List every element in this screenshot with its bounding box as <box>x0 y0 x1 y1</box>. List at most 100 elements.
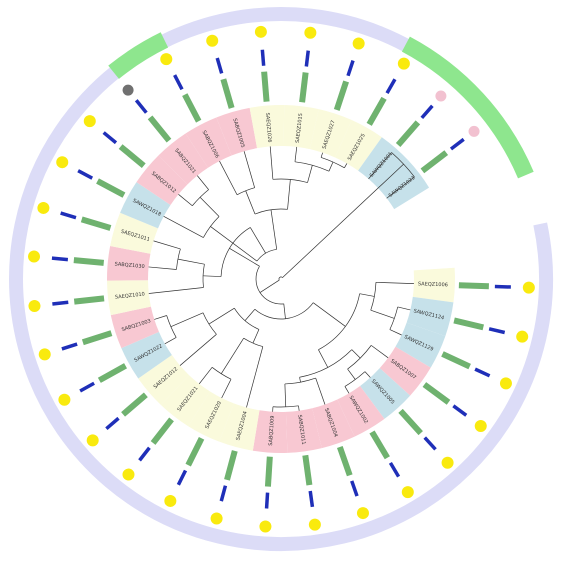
green-bar <box>420 150 449 174</box>
tree-branch <box>154 315 167 320</box>
blue-bar <box>385 78 397 94</box>
tree-branch <box>220 227 251 277</box>
yellow-dot <box>304 26 317 39</box>
yellow-dot <box>441 456 454 469</box>
tree-branch <box>170 312 204 328</box>
tree-branch <box>178 194 193 207</box>
yellow-dot <box>356 507 369 520</box>
blue-bar <box>138 446 151 462</box>
highlight-arc-right <box>401 36 534 179</box>
yellow-dot <box>28 299 41 312</box>
tree-branch <box>364 371 371 378</box>
dot-layer <box>28 25 535 533</box>
blue-bar <box>346 60 355 77</box>
tree-branch <box>389 329 402 336</box>
green-bar <box>220 78 235 109</box>
tree-branch <box>219 160 238 195</box>
clade-band <box>309 109 352 158</box>
tree-branch <box>320 152 323 158</box>
highlight-arc-top <box>108 32 169 79</box>
blue-bar <box>52 300 69 306</box>
green-bar <box>121 392 148 417</box>
tree-branch <box>246 346 264 408</box>
yellow-dot <box>474 419 487 432</box>
clade-band <box>158 133 209 185</box>
blue-bar <box>219 485 228 502</box>
tree-branch <box>283 303 286 319</box>
tree-branch <box>397 306 411 311</box>
leaf-label: SAEQZ1006 <box>418 281 448 288</box>
tree-branch <box>370 282 377 311</box>
clade-band <box>110 212 159 254</box>
green-bar <box>458 282 489 290</box>
clade-band <box>378 160 430 210</box>
tree-branch <box>229 247 260 267</box>
green-bar <box>118 144 146 168</box>
tree-branch <box>259 279 280 293</box>
clade-band <box>285 408 322 453</box>
clade-band <box>120 182 171 229</box>
tree-branch <box>370 309 395 319</box>
tree-branch <box>244 309 256 321</box>
blue-bar <box>134 99 148 114</box>
tree-branch <box>359 293 375 297</box>
tree-branch <box>318 293 360 351</box>
blue-bar <box>105 416 120 431</box>
tree-branch <box>197 175 209 190</box>
tree-branch <box>390 163 404 177</box>
yellow-dot <box>499 377 512 390</box>
tree-branch <box>386 176 415 199</box>
blue-bar <box>488 327 506 335</box>
tree-branch <box>299 349 353 378</box>
tree-branch <box>368 152 392 180</box>
blue-bar <box>51 256 69 262</box>
clade-band <box>283 105 319 150</box>
blue-bar <box>308 490 315 508</box>
yellow-dot <box>28 250 41 263</box>
tree-branch <box>269 146 274 180</box>
green-bar <box>366 96 387 126</box>
tree-branch <box>270 209 278 250</box>
tree-branch <box>299 377 301 383</box>
blue-bar <box>264 492 270 509</box>
clade-band <box>379 346 431 396</box>
clade-band <box>185 117 232 168</box>
tree-branch <box>198 367 213 385</box>
clade-band <box>395 322 446 368</box>
yellow-dot <box>259 520 272 533</box>
blue-bar <box>388 462 401 478</box>
green-bar <box>337 446 353 477</box>
pink-dot <box>435 90 447 102</box>
tree-branch <box>254 302 314 320</box>
leaf-label: SAEQZ1010 <box>115 291 145 300</box>
blue-bar <box>304 50 310 67</box>
clade-band <box>110 306 159 349</box>
tree-branch <box>313 302 346 327</box>
bar-layer <box>51 49 511 509</box>
tree-branch <box>375 281 414 284</box>
blue-bar <box>474 367 491 378</box>
green-bar <box>333 80 349 111</box>
blue-bar <box>423 436 437 451</box>
tree-branch <box>294 146 298 162</box>
green-bar <box>395 120 421 147</box>
blue-bar <box>420 104 434 120</box>
yellow-dot <box>122 468 135 481</box>
tree-branch <box>254 208 288 215</box>
tree-branch <box>250 227 266 254</box>
yellow-dot <box>352 37 365 50</box>
yellow-dot <box>516 330 529 343</box>
blue-bar <box>452 404 468 417</box>
blue-bar <box>176 469 188 486</box>
tree-branch <box>347 368 356 380</box>
clade-band <box>219 403 260 451</box>
tree-branch <box>153 240 181 250</box>
tree-branch <box>278 276 283 281</box>
tree-branch <box>328 161 334 172</box>
tree-branch <box>220 338 244 374</box>
yellow-dot <box>522 281 535 294</box>
green-bar <box>96 178 126 198</box>
tree-branch <box>245 190 256 215</box>
